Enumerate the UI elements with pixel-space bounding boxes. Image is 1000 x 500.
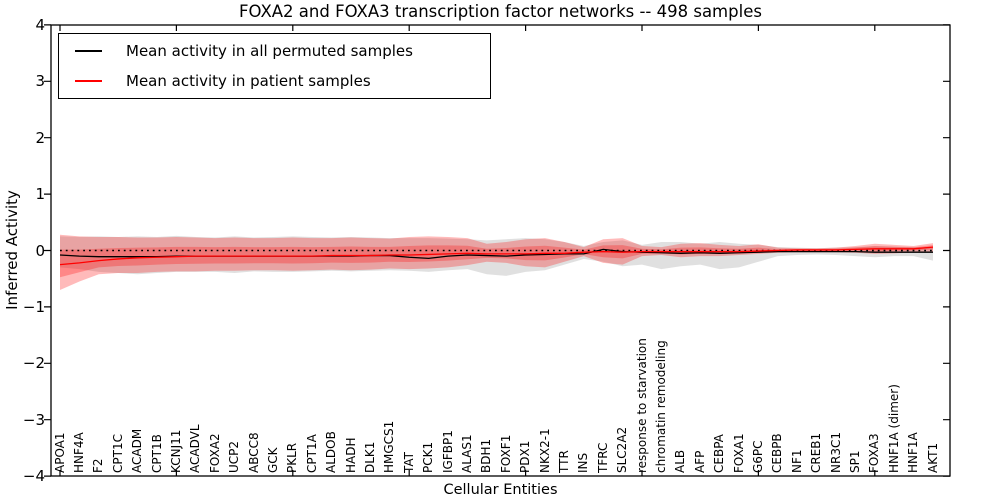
y-tick-label: 0 bbox=[35, 241, 45, 260]
x-tick-label: IGFBP1 bbox=[440, 430, 455, 473]
x-tick-label: NF1 bbox=[789, 449, 804, 473]
x-tick-label: FOXF1 bbox=[498, 434, 513, 473]
x-tick-label: CPT1C bbox=[110, 434, 125, 473]
x-tick-label: AKT1 bbox=[925, 442, 940, 473]
x-tick-label: SP1 bbox=[847, 450, 862, 474]
x-tick-label: ACADVL bbox=[188, 424, 203, 473]
y-tick-label: 2 bbox=[35, 128, 45, 147]
x-tick-label: CPT1A bbox=[304, 434, 319, 473]
x-tick-label: KCNJ11 bbox=[168, 429, 183, 473]
x-axis-label: Cellular Entities bbox=[443, 482, 558, 498]
y-tick-label: −3 bbox=[22, 410, 45, 429]
legend-line-swatch-patient bbox=[75, 80, 102, 82]
x-tick-label: APOA1 bbox=[52, 432, 67, 473]
x-tick-label: ALB bbox=[673, 449, 688, 473]
x-tick-label: DLK1 bbox=[362, 441, 377, 473]
x-tick-label: TTR bbox=[556, 450, 571, 473]
y-tick-label: 4 bbox=[35, 15, 45, 34]
legend-item-patient: Mean activity in patient samples bbox=[75, 72, 490, 90]
x-tick-label: PKLR bbox=[285, 442, 300, 473]
x-tick-label: HNF1A (dimer) bbox=[886, 384, 901, 473]
x-tick-label: HNF4A bbox=[71, 432, 86, 473]
x-tick-label: BDH1 bbox=[479, 438, 494, 473]
x-tick-label: HNF1A bbox=[906, 432, 921, 473]
legend-label-permuted: Mean activity in all permuted samples bbox=[126, 42, 413, 60]
chart-title: FOXA2 and FOXA3 transcription factor net… bbox=[239, 2, 762, 21]
patient-mean-line bbox=[59, 246, 934, 266]
x-tick-label: CREB1 bbox=[809, 432, 824, 473]
x-tick-label: CPT1B bbox=[149, 434, 164, 473]
x-tick-label: FOXA3 bbox=[867, 433, 882, 473]
x-tick-label: F2 bbox=[91, 458, 106, 473]
x-tick-label: CEBPB bbox=[770, 433, 785, 473]
y-tick-label: −1 bbox=[22, 297, 45, 316]
x-tick-label: response to starvation bbox=[634, 338, 649, 473]
patient-band-outer bbox=[60, 234, 933, 290]
tick-marks bbox=[44, 24, 950, 477]
x-tick-label: HMGCS1 bbox=[382, 420, 397, 473]
y-tick-label: 1 bbox=[35, 185, 45, 204]
x-tick-label: AFP bbox=[692, 450, 707, 473]
y-tick-label: −2 bbox=[22, 354, 45, 373]
x-tick-label: FOXA1 bbox=[731, 433, 746, 473]
x-tick-label: INS bbox=[576, 452, 591, 473]
x-tick-label: ALAS1 bbox=[459, 434, 474, 473]
legend-label-patient: Mean activity in patient samples bbox=[126, 72, 371, 90]
x-tick-label: PCK1 bbox=[421, 441, 436, 473]
x-tick-label: TFRC bbox=[595, 442, 610, 473]
x-tick-label: GCK bbox=[265, 447, 280, 473]
x-tick-label: HADH bbox=[343, 437, 358, 474]
x-tick-label: PDX1 bbox=[518, 440, 533, 473]
legend: Mean activity in all permuted samples Me… bbox=[58, 33, 491, 99]
x-tick-label: ACADM bbox=[130, 428, 145, 473]
x-tick-label: UCP2 bbox=[227, 440, 242, 473]
x-tick-label: chromatin remodeling bbox=[653, 340, 668, 473]
x-tick-label: FOXA2 bbox=[207, 433, 222, 473]
x-tick-label: NKX2-1 bbox=[537, 428, 552, 473]
x-tick-label: CEBPA bbox=[712, 434, 727, 473]
x-tick-label: ALDOB bbox=[324, 431, 339, 473]
x-tick-label: ABCC8 bbox=[246, 432, 261, 473]
x-tick-label: TAT bbox=[401, 451, 416, 473]
x-tick-label: NR3C1 bbox=[828, 432, 843, 473]
y-tick-label: −4 bbox=[22, 467, 45, 486]
x-tick-label: SLC2A2 bbox=[615, 426, 630, 473]
legend-item-permuted: Mean activity in all permuted samples bbox=[75, 42, 490, 60]
x-tick-label: G6PC bbox=[750, 440, 765, 473]
legend-line-swatch-permuted bbox=[75, 50, 102, 52]
y-tick-label: 3 bbox=[35, 72, 45, 91]
